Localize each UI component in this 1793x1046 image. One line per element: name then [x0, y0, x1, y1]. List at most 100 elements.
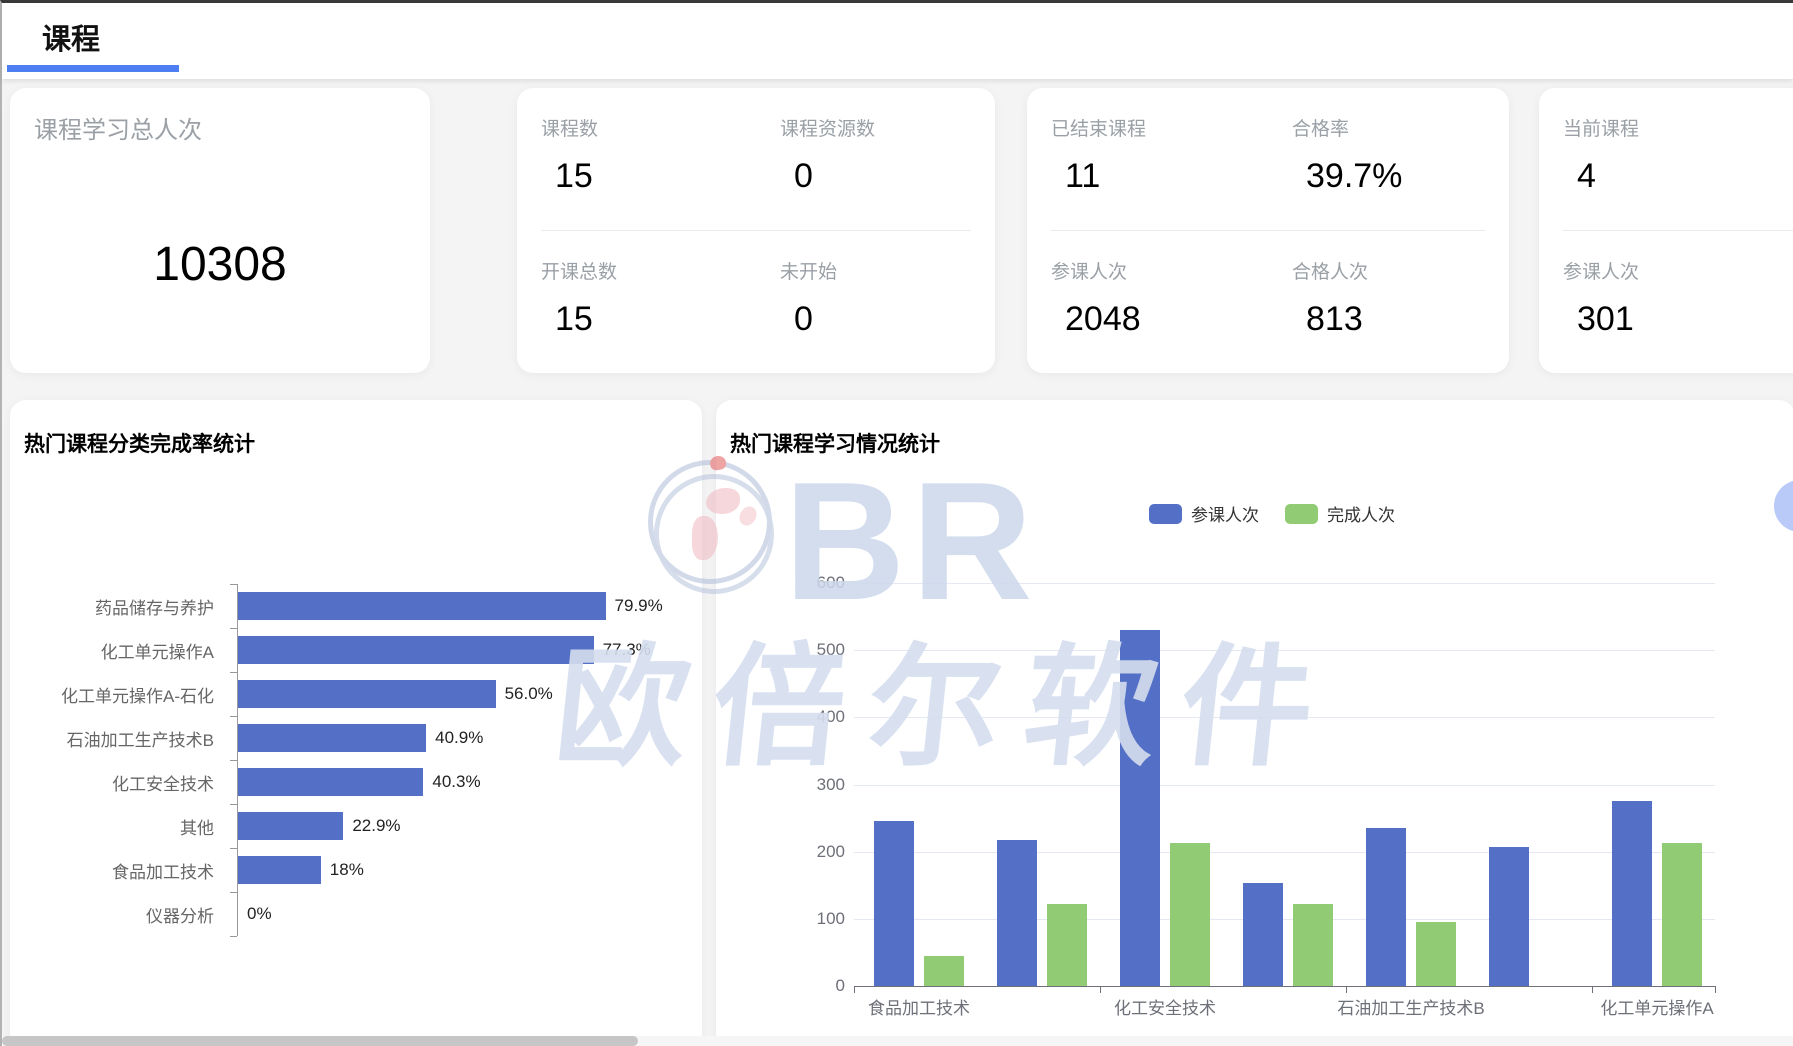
- vbar-完成人次-4[interactable]: [1416, 921, 1456, 986]
- x-axis-tick: [1715, 987, 1716, 993]
- stat-value: 301: [1577, 300, 1634, 338]
- y-axis-label: 100: [816, 908, 845, 928]
- y-axis-label: 0: [835, 976, 845, 995]
- stat-value: 15: [555, 157, 593, 195]
- vbar-完成人次-3[interactable]: [1293, 904, 1333, 986]
- panel-learning-stats-chart: 热门课程学习情况统计 参课人次 完成人次 0 100 200 300 400 500 600…: [716, 400, 1793, 1046]
- hbar-value-label: 56.0%: [504, 684, 553, 703]
- vbar-参课人次-3[interactable]: [1243, 882, 1283, 986]
- stat-value: 2048: [1065, 300, 1141, 338]
- axis-tick: [230, 672, 237, 673]
- x-axis-category-label: 食品加工技术: [868, 999, 970, 1018]
- axis-tick: [230, 848, 237, 849]
- learning-chart-title: 热门课程学习情况统计: [730, 433, 940, 456]
- y-axis-label: 500: [816, 640, 845, 660]
- stat-label: 当前课程: [1563, 119, 1640, 140]
- card-current-courses: 当前课程 4 参课人次 301: [1539, 88, 1793, 373]
- hbar-value-label: 40.3%: [432, 772, 481, 791]
- completion-chart-rows: 药品储存与养护 79.9% 化工单元操作A 77.3% 化工单元操作A-石化 56.0% 石…: [10, 584, 702, 936]
- vbar-参课人次-4[interactable]: [1366, 827, 1406, 986]
- card-finished-courses: 已结束课程 11 合格率 39.7% 参课人次 2048 合格人次 813: [1027, 88, 1509, 373]
- x-axis-tick: [1346, 987, 1347, 993]
- x-axis-tick: [1592, 987, 1593, 993]
- hbar-value-label: 18%: [329, 860, 364, 879]
- axis-tick: [230, 628, 237, 629]
- panel-completion-rate-chart: 热门课程分类完成率统计 药品储存与养护 79.9% 化工单元操作A 77.3% 化工单元…: [10, 400, 702, 1046]
- hbar-3[interactable]: [238, 724, 427, 752]
- hbar-value-label: 0%: [247, 904, 272, 923]
- stat-value: 15: [555, 300, 593, 338]
- axis-tick: [230, 892, 237, 893]
- stat-label: 开课总数: [541, 262, 618, 283]
- hbar-row: 仪器分析 0%: [10, 892, 702, 936]
- completion-chart-axis: [237, 584, 238, 936]
- vbar-完成人次-6[interactable]: [1662, 842, 1702, 986]
- stat-value: 11: [1065, 157, 1101, 195]
- hbar-5[interactable]: [238, 812, 344, 840]
- hbar-category-label: 化工安全技术: [112, 774, 214, 794]
- x-axis-category-label: 化工安全技术: [1114, 999, 1216, 1018]
- gridline: [854, 784, 1715, 786]
- legend-label: 完成人次: [1327, 506, 1395, 525]
- hbar-2[interactable]: [238, 680, 496, 708]
- card-course-counts: 课程数 15 课程资源数 0 开课总数 15 未开始 0: [517, 88, 995, 373]
- stat-value: 0: [794, 157, 813, 195]
- legend-swatch-blue: [1149, 503, 1182, 524]
- hbar-category-label: 仪器分析: [146, 906, 214, 926]
- vbar-参课人次-6[interactable]: [1612, 800, 1652, 986]
- axis-tick: [230, 716, 237, 717]
- vbar-参课人次-5[interactable]: [1489, 846, 1529, 986]
- stat-label: 合格人次: [1292, 262, 1369, 283]
- hbar-value-label: 22.9%: [352, 816, 401, 835]
- legend-item-completed[interactable]: 完成人次: [1285, 501, 1395, 526]
- learning-chart-plot: 0 100 200 300 400 500 600 食品加工技术 化工安全技术 石油加工生产技术B…: [716, 400, 1793, 1046]
- vbar-参课人次-0[interactable]: [874, 821, 914, 986]
- hbar-value-label: 40.9%: [435, 728, 484, 747]
- horizontal-scrollbar-thumb[interactable]: [2, 1036, 638, 1046]
- vbar-参课人次-2[interactable]: [1120, 630, 1160, 986]
- stat-label: 参课人次: [1563, 262, 1640, 283]
- tab-courses[interactable]: 课程: [42, 24, 101, 56]
- bars-zone: [716, 583, 1793, 986]
- vbar-参课人次-1[interactable]: [997, 839, 1037, 986]
- stat-label: 参课人次: [1051, 262, 1128, 283]
- hbar-4[interactable]: [238, 768, 424, 796]
- hbar-row: 其他 22.9%: [10, 804, 702, 848]
- vbar-完成人次-2[interactable]: [1170, 842, 1210, 986]
- gridline: [854, 918, 1715, 920]
- vbar-完成人次-0[interactable]: [924, 956, 964, 986]
- y-axis-label: 600: [816, 573, 845, 592]
- legend-item-enrolled[interactable]: 参课人次: [1149, 501, 1259, 526]
- stat-value: 813: [1306, 300, 1363, 338]
- stat-value: 39.7%: [1306, 157, 1403, 195]
- vbar-完成人次-1[interactable]: [1047, 904, 1087, 986]
- axis-tick: [230, 804, 237, 805]
- gridline: [854, 650, 1715, 652]
- stat-value: 4: [1577, 157, 1596, 195]
- stat-value: 0: [794, 300, 813, 338]
- axis-tick: [230, 584, 237, 585]
- gridline: [854, 717, 1715, 719]
- stat-label: 已结束课程: [1051, 119, 1147, 140]
- axis-tick: [230, 936, 237, 937]
- hbar-category-label: 化工单元操作A-石化: [61, 686, 214, 706]
- hbar-1[interactable]: [238, 636, 594, 664]
- hbar-category-label: 食品加工技术: [112, 862, 214, 882]
- stat-label: 合格率: [1292, 119, 1350, 140]
- hbar-row: 石油加工生产技术B 40.9%: [10, 716, 702, 760]
- legend-label: 参课人次: [1191, 506, 1259, 525]
- gridline: [854, 851, 1715, 853]
- hbar-row: 食品加工技术 18%: [10, 848, 702, 892]
- hbar-6[interactable]: [238, 856, 321, 884]
- floating-action-button[interactable]: [1774, 480, 1793, 532]
- axis-tick: [230, 760, 237, 761]
- y-axis-label: 200: [816, 841, 845, 861]
- hbar-row: 化工单元操作A-石化 56.0%: [10, 672, 702, 716]
- hbar-row: 化工单元操作A 77.3%: [10, 628, 702, 672]
- hbar-category-label: 化工单元操作A: [100, 642, 214, 662]
- x-axis-line: [854, 986, 1716, 987]
- hbar-category-label: 其他: [180, 818, 214, 838]
- completion-chart-title: 热门课程分类完成率统计: [24, 433, 255, 456]
- horizontal-scrollbar: [2, 1036, 1793, 1046]
- hbar-0[interactable]: [238, 592, 606, 620]
